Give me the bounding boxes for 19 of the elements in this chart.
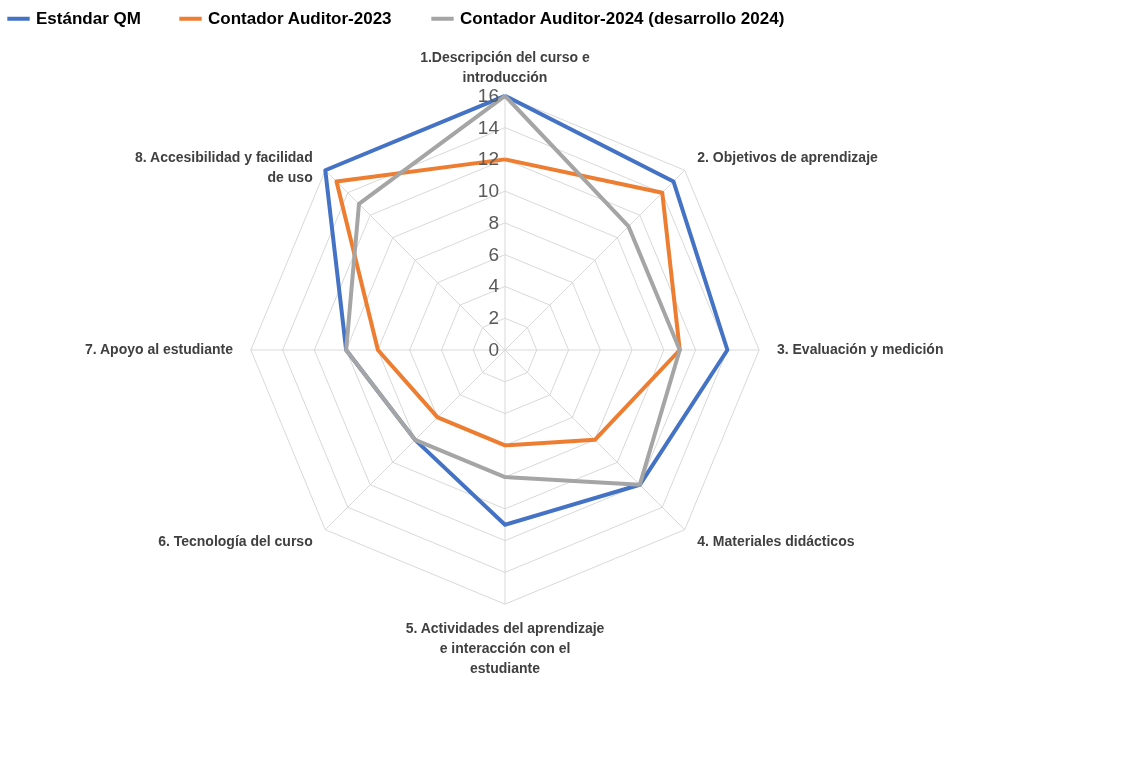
spoke-label: 4. Materiales didácticos xyxy=(697,533,855,550)
y-tick-label: 8 xyxy=(488,211,499,233)
spoke-label: 5. Actividades del aprendizaje e interacción con el estudiante xyxy=(405,619,605,676)
y-tick-label: 2 xyxy=(488,307,499,329)
spoke-label: 7. Apoyo al estudiante xyxy=(84,341,234,357)
legend-label: Contador Auditor-2024 (desarrollo 2024) xyxy=(460,8,785,28)
y-tick-label: 0 xyxy=(488,339,499,360)
spoke-label: 2. Objetivos de aprendizaje xyxy=(697,148,879,165)
y-tick-label: 10 xyxy=(477,180,499,202)
y-tick-label: 16 xyxy=(477,84,499,106)
legend-label: Estándar QM xyxy=(36,8,141,28)
y-tick-label: 6 xyxy=(488,243,499,265)
legend-label: Contador Auditor-2023 xyxy=(208,8,392,28)
y-tick-label: 14 xyxy=(477,116,500,138)
spoke-label: 3. Evaluación y medición xyxy=(776,341,944,357)
spoke-label: 8. Accesibilidad y facilidad de uso xyxy=(135,148,313,185)
y-tick-label: 4 xyxy=(488,275,500,297)
spoke-label: 6. Tecnología del curso xyxy=(158,533,313,550)
spoke-label: 1.Descripción del curso e introducción xyxy=(420,49,591,86)
